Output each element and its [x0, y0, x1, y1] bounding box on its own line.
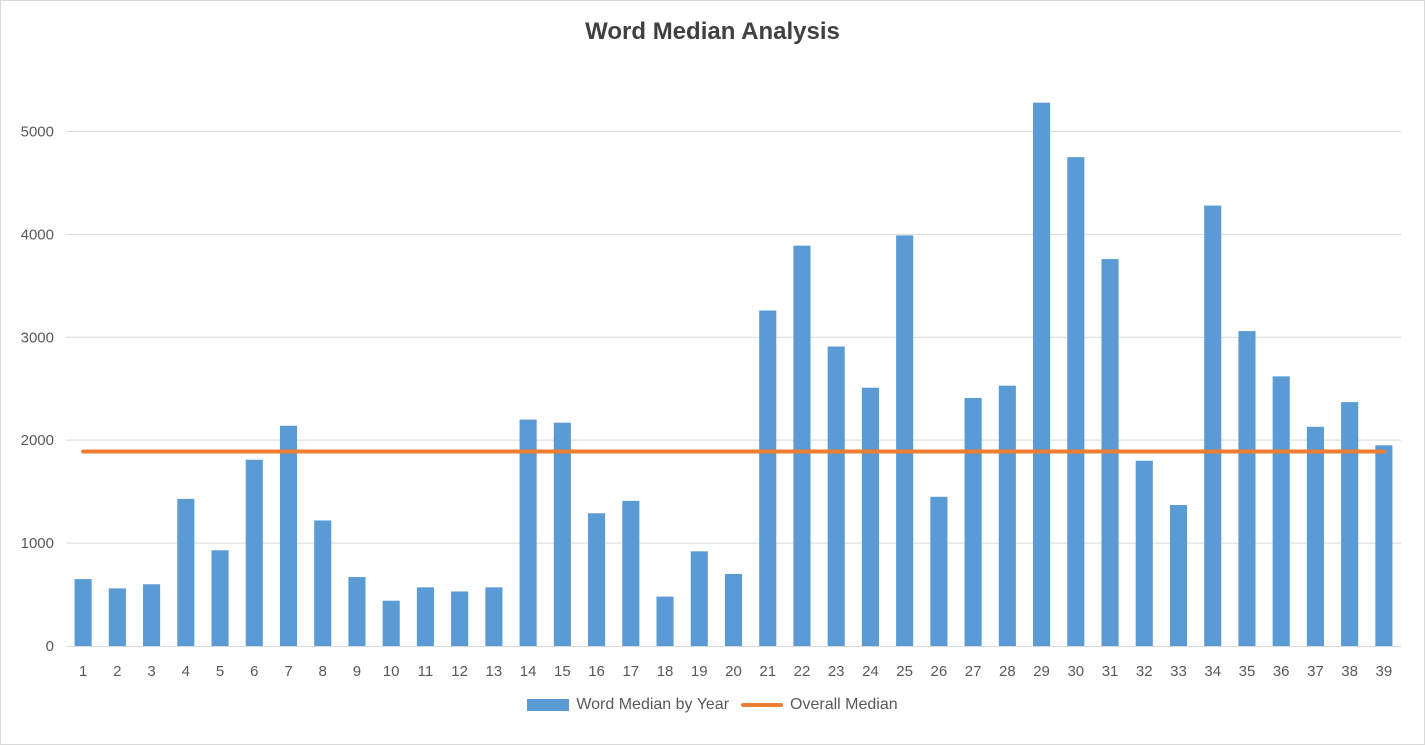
- legend-swatch-line: [741, 703, 784, 707]
- x-tick-label: 28: [999, 663, 1016, 680]
- x-tick-label: 15: [554, 663, 571, 680]
- y-tick-label: 4000: [21, 226, 54, 243]
- x-tick-label: 3: [147, 663, 155, 680]
- bar[interactable]: [588, 513, 606, 646]
- x-tick-label: 20: [725, 663, 742, 680]
- bar[interactable]: [74, 579, 92, 646]
- x-tick-label: 27: [965, 663, 982, 680]
- y-tick-label: 1000: [21, 535, 54, 552]
- bar[interactable]: [519, 419, 537, 646]
- legend: Word Median by Year Overall Median: [0, 696, 1425, 714]
- x-tick-label: 39: [1376, 663, 1393, 680]
- y-tick-label: 5000: [21, 123, 54, 140]
- x-tick-label: 35: [1239, 663, 1256, 680]
- x-tick-label: 4: [182, 663, 190, 680]
- bar[interactable]: [211, 550, 229, 646]
- x-tick-label: 33: [1170, 663, 1187, 680]
- x-tick-label: 21: [759, 663, 776, 680]
- x-tick-label: 18: [657, 663, 674, 680]
- x-tick-label: 10: [383, 663, 400, 680]
- bar[interactable]: [1341, 402, 1359, 646]
- y-tick-label: 3000: [21, 329, 54, 346]
- x-tick-label: 32: [1136, 663, 1153, 680]
- x-tick-label: 1: [79, 663, 87, 680]
- bar[interactable]: [177, 498, 195, 646]
- bar[interactable]: [382, 600, 400, 646]
- bar[interactable]: [827, 346, 845, 646]
- bar[interactable]: [622, 500, 640, 646]
- x-tick-label: 38: [1341, 663, 1358, 680]
- gridlines: [66, 130, 1401, 544]
- bar[interactable]: [314, 520, 332, 646]
- bar[interactable]: [724, 573, 743, 646]
- bar[interactable]: [998, 385, 1016, 646]
- bar[interactable]: [1169, 505, 1188, 646]
- bar[interactable]: [1238, 331, 1256, 646]
- bar[interactable]: [1033, 102, 1051, 646]
- x-tick-label: 16: [588, 663, 605, 680]
- y-tick-label: 0: [46, 638, 54, 655]
- x-tick-label: 7: [284, 663, 292, 680]
- x-tick-label: 6: [250, 663, 258, 680]
- bar[interactable]: [1135, 460, 1153, 646]
- bar[interactable]: [348, 577, 366, 646]
- y-tick-label: 2000: [21, 432, 54, 449]
- x-tick-label: 29: [1033, 663, 1050, 680]
- bar[interactable]: [485, 587, 503, 646]
- x-tick-label: 31: [1102, 663, 1119, 680]
- x-tick-label: 23: [828, 663, 845, 680]
- x-tick-label: 37: [1307, 663, 1324, 680]
- bar[interactable]: [964, 397, 982, 646]
- legend-item-line[interactable]: Overall Median: [741, 696, 898, 714]
- x-tick-label: 34: [1204, 663, 1221, 680]
- x-tick-label: 26: [931, 663, 948, 680]
- x-tick-label: 19: [691, 663, 708, 680]
- x-tick-label: 11: [418, 663, 434, 680]
- legend-label-line: Overall Median: [790, 696, 898, 713]
- bar[interactable]: [279, 425, 298, 646]
- bar[interactable]: [759, 310, 777, 646]
- x-tick-label: 14: [520, 663, 537, 680]
- x-tick-label: 13: [486, 663, 503, 680]
- legend-swatch-bar: [527, 699, 570, 711]
- bar[interactable]: [1375, 445, 1393, 646]
- bar[interactable]: [1306, 426, 1324, 646]
- x-tick-label: 24: [862, 663, 879, 680]
- legend-label-bar: Word Median by Year: [576, 696, 730, 713]
- x-tick-label: 5: [216, 663, 224, 680]
- x-tick-label: 36: [1273, 663, 1290, 680]
- x-axis-ticks: 1 2 3 4 5 6 7 8 9 10 11 12 13 14 15 16 17 18 19 20 21 22 23 24 2…: [79, 663, 1392, 680]
- bar[interactable]: [1067, 157, 1085, 646]
- bar[interactable]: [656, 596, 674, 646]
- bar[interactable]: [690, 551, 708, 646]
- y-axis-ticks: 0 1000 2000 3000 4000 5000: [21, 123, 54, 655]
- bar[interactable]: [896, 235, 914, 646]
- bar[interactable]: [553, 422, 571, 646]
- x-tick-label: 25: [896, 663, 913, 680]
- bar[interactable]: [1272, 376, 1290, 646]
- x-tick-label: 30: [1067, 663, 1084, 680]
- bar-series: [74, 102, 1393, 647]
- bar[interactable]: [451, 591, 469, 646]
- x-tick-label: 17: [622, 663, 639, 680]
- x-tick-label: 2: [113, 663, 121, 680]
- bar[interactable]: [793, 245, 811, 646]
- bar[interactable]: [861, 387, 879, 646]
- x-tick-label: 8: [319, 663, 327, 680]
- x-tick-label: 22: [794, 663, 811, 680]
- bar[interactable]: [245, 459, 263, 646]
- chart-title: Word Median Analysis: [585, 18, 840, 45]
- x-tick-label: 12: [451, 663, 468, 680]
- bar[interactable]: [108, 588, 126, 646]
- x-tick-label: 9: [353, 663, 361, 680]
- bar[interactable]: [143, 584, 161, 646]
- bar[interactable]: [416, 587, 434, 646]
- legend-item-bar[interactable]: Word Median by Year: [527, 696, 729, 714]
- bar[interactable]: [930, 496, 948, 646]
- bar[interactable]: [1204, 205, 1222, 647]
